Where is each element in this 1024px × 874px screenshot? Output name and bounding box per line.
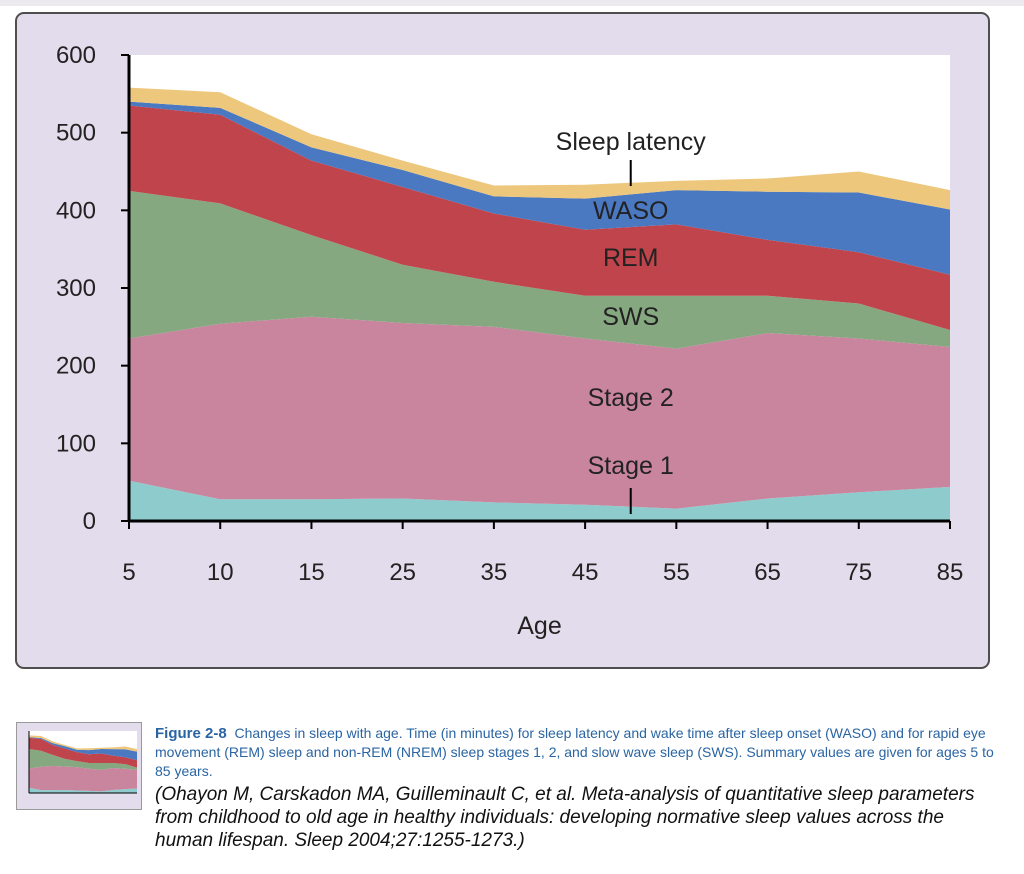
thumbnail-area-sleep-latency xyxy=(29,735,137,752)
x-tick-label: 45 xyxy=(572,559,599,586)
area-stage-1 xyxy=(129,480,950,521)
label-sleep-latency: Sleep latency xyxy=(556,128,707,156)
caption-reference: (Ohayon M, Carskadon MA, Guilleminault C… xyxy=(155,784,975,851)
figure-thumbnail[interactable] xyxy=(16,722,142,810)
area-sws xyxy=(129,190,950,349)
y-tick-label: 500 xyxy=(56,120,96,147)
y-tick-label: 300 xyxy=(56,275,96,302)
thumbnail-area-stage-1 xyxy=(29,787,137,793)
x-tick-label: 55 xyxy=(663,559,690,586)
x-tick-label: 15 xyxy=(298,559,325,586)
caption-text: Changes in sleep with age. Time (in minu… xyxy=(155,725,994,779)
x-tick-label: 5 xyxy=(122,559,135,586)
x-axis-title: Age xyxy=(517,612,561,640)
thumbnail-area-stage-2 xyxy=(29,765,137,792)
label-waso: WASO xyxy=(593,197,668,225)
y-tick-label: 600 xyxy=(56,42,96,69)
thumbnail-area-sws xyxy=(29,749,137,771)
label-stage-2: Stage 2 xyxy=(588,384,674,412)
label-stage-1: Stage 1 xyxy=(588,452,674,480)
x-tick-label: 10 xyxy=(207,559,234,586)
x-tick-label: 75 xyxy=(845,559,872,586)
y-tick-label: 0 xyxy=(83,508,96,535)
caption-text-block: Figure 2-8 Changes in sleep with age. Ti… xyxy=(155,724,1005,781)
y-tick-label: 200 xyxy=(56,353,96,380)
figure-label: Figure 2-8 xyxy=(155,725,227,742)
y-tick-label: 400 xyxy=(56,197,96,224)
label-rem: REM xyxy=(603,244,659,272)
area-stage-2 xyxy=(129,316,950,509)
thumbnail-area-rem xyxy=(29,737,137,768)
x-tick-label: 35 xyxy=(481,559,508,586)
x-tick-label: 85 xyxy=(937,559,964,586)
thumbnail-area-waso xyxy=(29,737,137,761)
figure-caption: Figure 2-8 Changes in sleep with age. Ti… xyxy=(155,724,1005,852)
top-rule xyxy=(0,0,1024,6)
area-sleep-latency xyxy=(129,87,950,210)
area-rem xyxy=(129,105,950,330)
y-tick-label: 100 xyxy=(56,430,96,457)
x-tick-label: 25 xyxy=(389,559,416,586)
label-sws: SWS xyxy=(602,303,659,331)
area-waso xyxy=(129,101,950,275)
x-tick-label: 65 xyxy=(754,559,781,586)
